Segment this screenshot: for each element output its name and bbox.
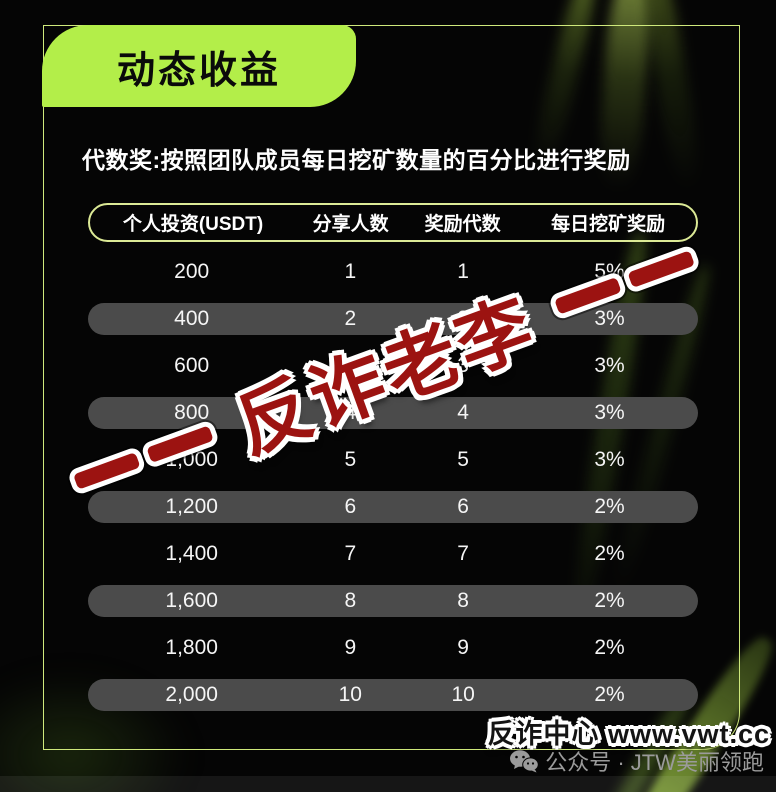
intro-text: 代数奖:按照团队成员每日挖矿数量的百分比进行奖励: [82, 147, 631, 173]
table-cell: 3: [457, 354, 469, 377]
table-cell: 5%: [594, 260, 625, 283]
column-header-investment: 个人投资(USDT): [122, 214, 264, 235]
rewards-table: 个人投资(USDT) 分享人数 奖励代数 每日挖矿奖励 200 1 1 5% 400 2 2…: [88, 203, 698, 726]
table-row: 200 1 1 5%: [88, 256, 698, 288]
table-cell: 3: [344, 354, 357, 377]
table-cell: 6: [457, 495, 469, 518]
table-cell: 4: [344, 401, 357, 424]
table-cell: 1,800: [165, 636, 218, 659]
table-cell: 7: [344, 542, 357, 565]
panel-frame: [43, 25, 740, 750]
table-cell: 2: [344, 307, 357, 330]
table-row: 1,800 9 9 2%: [88, 632, 698, 664]
table-row: 1,400 7 7 2%: [88, 538, 698, 570]
table-cell: 600: [174, 354, 210, 377]
table-cell: 800: [174, 401, 210, 424]
table-cell: 9: [344, 636, 357, 659]
table-cell: 2%: [594, 542, 625, 565]
table-cell: 7: [457, 542, 469, 565]
table-cell: 10: [338, 683, 362, 706]
table-cell: 2%: [594, 636, 625, 659]
table-row: 600 3 3 3%: [88, 350, 698, 382]
table-cell: 200: [174, 260, 210, 283]
bottom-band: [0, 776, 776, 792]
watermark-dash: [627, 250, 695, 288]
table-cell: 1: [344, 260, 357, 283]
table-row: 2,000 10 10 2%: [88, 679, 698, 711]
table-row: 1,600 8 8 2%: [88, 585, 698, 617]
table-cell: 2: [457, 307, 469, 330]
table-cell: 8: [457, 589, 469, 612]
table-cell: 10: [451, 683, 475, 706]
table-cell: 2%: [594, 589, 625, 612]
column-header-generations: 奖励代数: [424, 214, 501, 235]
table-cell: 2,000: [165, 683, 218, 706]
table-cell: 2%: [594, 683, 625, 706]
watermark-dash: [554, 276, 622, 315]
table-cell: 3%: [594, 307, 625, 330]
table-row: 400 2 2 3%: [88, 303, 698, 335]
page-title: 动态收益: [116, 49, 281, 92]
title-badge: 动态收益: [42, 25, 356, 107]
watermark-dash: [146, 425, 214, 464]
column-header-daily-reward: 每日挖矿奖励: [551, 214, 666, 235]
table-cell: 5: [344, 448, 357, 471]
table-cell: 4: [457, 401, 469, 424]
footer-account-label: 公众号 · JTW美丽领跑: [545, 750, 764, 775]
table-cell: 1,600: [165, 589, 218, 612]
wechat-icon: [510, 750, 540, 773]
table-cell: 3%: [594, 401, 625, 424]
footer-account: 公众号 · JTW美丽领跑: [509, 745, 764, 777]
table-cell: 6: [344, 495, 357, 518]
table-cell: 1,200: [165, 495, 218, 518]
watermark-dash: [73, 452, 141, 490]
table-row: 800 4 4 3%: [88, 397, 698, 429]
column-header-shares: 分享人数: [312, 214, 389, 235]
table-cell: 1,400: [165, 542, 218, 565]
table-cell: 400: [174, 307, 210, 330]
table-body: 200 1 1 5% 400 2 2 3% 600 3 3 3% 800 4 4 3% 1,000 5 5 3% 1,2…: [88, 256, 698, 711]
table-cell: 1,000: [165, 448, 218, 471]
table-cell: 3%: [594, 354, 625, 377]
table-cell: 5: [457, 448, 469, 471]
table-cell: 1: [457, 260, 469, 283]
table-cell: 8: [344, 589, 357, 612]
table-row: 1,000 5 5 3%: [88, 444, 698, 476]
table-row: 1,200 6 6 2%: [88, 491, 698, 523]
footer-brand: 反诈中心 www.vwt.cc: [487, 719, 770, 749]
table-cell: 9: [457, 636, 469, 659]
table-cell: 2%: [594, 495, 625, 518]
table-cell: 3%: [594, 448, 625, 471]
table-header: 个人投资(USDT) 分享人数 奖励代数 每日挖矿奖励: [88, 203, 698, 242]
